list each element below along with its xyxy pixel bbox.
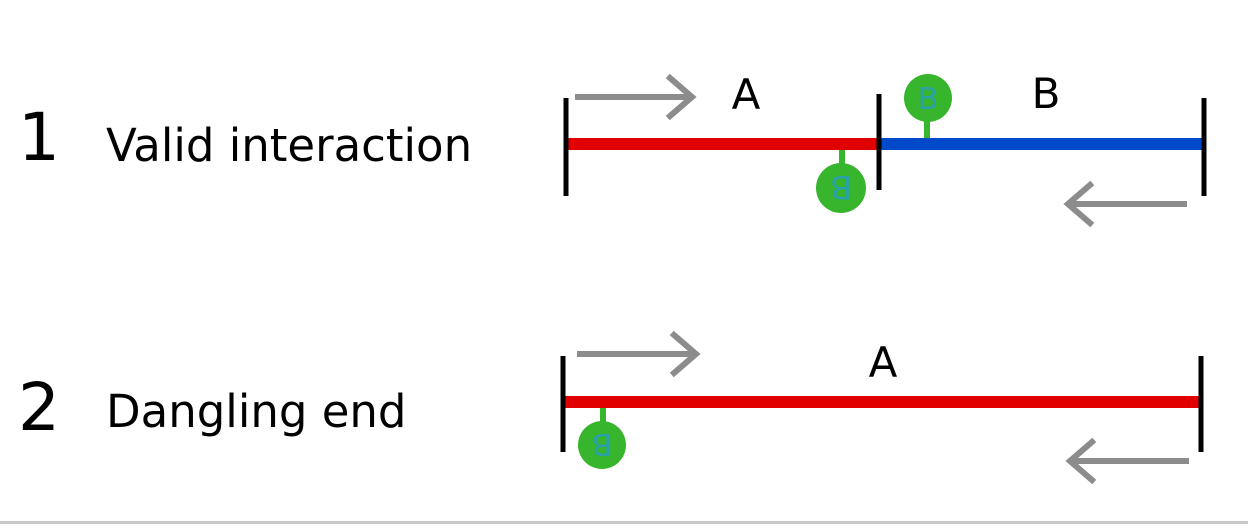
bead-label: B [918,82,939,117]
row-2-dangling-end: 2 Dangling end A B [18,330,1204,485]
biotin-bead-icon: B [578,408,626,469]
fragment-a-label: A [732,70,761,119]
arrow-icon [577,330,701,378]
biotin-bead-icon: B [904,74,952,138]
arrow-icon [1063,180,1187,228]
row-2-label: Dangling end [106,385,406,438]
bottom-divider [0,521,1248,524]
bead-label: B [830,168,852,206]
bead-label: B [592,426,613,461]
arrow-icon [575,73,697,121]
fragment-b-label: B [1032,69,1061,118]
row-2-number: 2 [18,369,60,446]
row-1-number: 1 [18,99,60,176]
biotin-bead-icon: B [816,150,866,213]
row-1-label: Valid interaction [106,119,472,172]
fragment-a-label: A [869,338,898,387]
arrow-icon [1065,437,1189,485]
row-1-valid-interaction: 1 Valid interaction A B B [18,69,1207,228]
